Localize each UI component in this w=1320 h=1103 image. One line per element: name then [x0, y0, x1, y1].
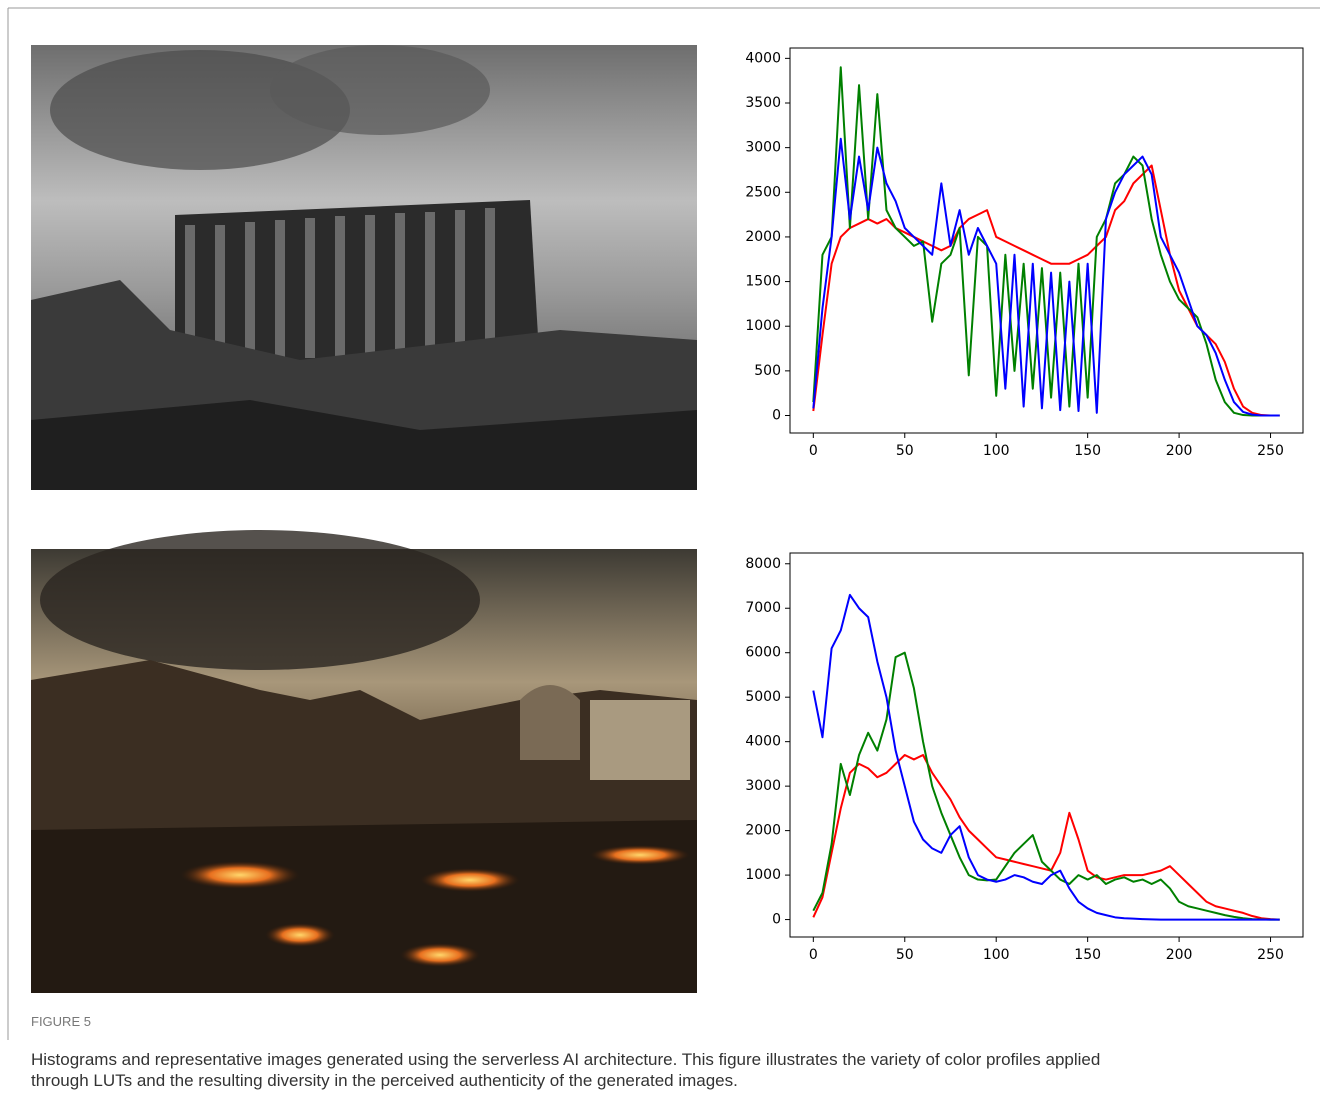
x-tick-label: 100 [983, 443, 1010, 459]
x-tick-label: 50 [896, 947, 914, 963]
series-line [812, 651, 1280, 921]
figure-label: FIGURE 5 [31, 1014, 91, 1029]
series-line [812, 754, 1280, 921]
y-tick-label: 1000 [745, 867, 781, 883]
caption-line: Histograms and representative images gen… [31, 1050, 1101, 1069]
x-tick-label: 100 [983, 947, 1010, 963]
axes-frame [789, 552, 1304, 938]
caption-line: through LUTs and the resulting diversity… [31, 1071, 738, 1090]
chart: 0 500 1000 1500 2000 2500 3000 3500 4000 0 50 100 15… [745, 47, 1304, 459]
series-line [812, 593, 1280, 921]
y-tick-label: 3000 [745, 140, 781, 156]
x-tick-label: 250 [1257, 947, 1284, 963]
axes-frame [789, 47, 1304, 434]
y-tick-label: 500 [754, 363, 781, 379]
x-tick-label: 0 [809, 947, 818, 963]
y-tick-label: 1000 [745, 318, 781, 334]
y-tick-label: 0 [772, 408, 781, 424]
plot-area [790, 48, 1303, 433]
x-tick-label: 50 [896, 443, 914, 459]
image-ruins-color [31, 530, 697, 993]
chart: 0 1000 2000 3000 4000 5000 6000 7000 8000 0 50 100 1… [745, 552, 1304, 963]
x-tick-label: 150 [1074, 947, 1101, 963]
series-line [812, 137, 1280, 417]
y-tick-label: 7000 [745, 600, 781, 616]
y-tick-label: 2500 [745, 184, 781, 200]
y-tick-label: 1500 [745, 274, 781, 290]
y-tick-label: 2000 [745, 229, 781, 245]
y-tick-label: 4000 [745, 50, 781, 66]
image-ruins-grayscale [31, 45, 697, 490]
y-tick-label: 6000 [745, 645, 781, 661]
y-tick-label: 4000 [745, 734, 781, 750]
x-tick-label: 0 [809, 443, 818, 459]
y-tick-label: 8000 [745, 556, 781, 572]
x-tick-label: 150 [1074, 443, 1101, 459]
x-tick-label: 250 [1257, 443, 1284, 459]
x-tick-label: 200 [1166, 443, 1193, 459]
x-tick-label: 200 [1166, 947, 1193, 963]
y-tick-label: 2000 [745, 823, 781, 839]
y-tick-label: 3000 [745, 778, 781, 794]
y-tick-label: 3500 [745, 95, 781, 111]
y-tick-label: 0 [772, 912, 781, 928]
y-tick-label: 5000 [745, 689, 781, 705]
